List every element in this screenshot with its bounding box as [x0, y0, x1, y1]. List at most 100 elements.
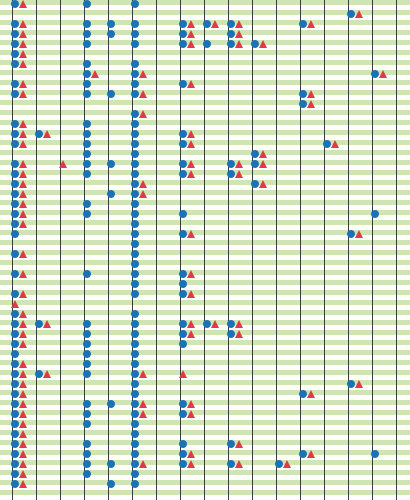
red-triangle-icon	[19, 270, 27, 278]
blue-circle-icon	[107, 90, 115, 98]
blue-circle-icon	[131, 280, 139, 288]
red-triangle-icon	[43, 320, 51, 328]
red-triangle-icon	[19, 0, 27, 8]
blue-circle-icon	[11, 450, 19, 458]
red-triangle-icon	[235, 40, 243, 48]
grid-row	[0, 409, 410, 419]
red-triangle-icon	[19, 20, 27, 28]
blue-circle-icon	[11, 460, 19, 468]
grid-row	[0, 109, 410, 119]
red-triangle-icon	[307, 390, 315, 398]
blue-circle-icon	[131, 170, 139, 178]
grid-row	[0, 269, 410, 279]
blue-circle-icon	[35, 320, 43, 328]
grid-row	[0, 39, 410, 49]
blue-circle-icon	[179, 320, 187, 328]
grid-row	[0, 329, 410, 339]
blue-circle-icon	[131, 150, 139, 158]
red-triangle-icon	[259, 40, 267, 48]
blue-circle-icon	[227, 440, 235, 448]
red-triangle-icon	[307, 90, 315, 98]
blue-circle-icon	[83, 400, 91, 408]
blue-circle-icon	[83, 320, 91, 328]
blue-circle-icon	[107, 190, 115, 198]
red-triangle-icon	[19, 390, 27, 398]
red-triangle-icon	[187, 80, 195, 88]
column-divider	[324, 0, 325, 500]
red-triangle-icon	[19, 170, 27, 178]
blue-circle-icon	[179, 30, 187, 38]
red-triangle-icon	[139, 410, 147, 418]
red-triangle-icon	[19, 220, 27, 228]
red-triangle-icon	[19, 120, 27, 128]
red-triangle-icon	[19, 290, 27, 298]
blue-circle-icon	[251, 150, 259, 158]
blue-circle-icon	[83, 450, 91, 458]
blue-circle-icon	[107, 460, 115, 468]
red-triangle-icon	[43, 370, 51, 378]
blue-circle-icon	[179, 280, 187, 288]
blue-circle-icon	[83, 460, 91, 468]
red-triangle-icon	[19, 330, 27, 338]
red-triangle-icon	[187, 410, 195, 418]
blue-circle-icon	[11, 200, 19, 208]
blue-circle-icon	[179, 20, 187, 28]
red-triangle-icon	[19, 450, 27, 458]
red-triangle-icon	[187, 130, 195, 138]
blue-circle-icon	[131, 80, 139, 88]
grid-row	[0, 219, 410, 229]
blue-circle-icon	[83, 30, 91, 38]
blue-circle-icon	[131, 480, 139, 488]
blue-circle-icon	[299, 90, 307, 98]
blue-circle-icon	[11, 230, 19, 238]
red-triangle-icon	[259, 160, 267, 168]
blue-circle-icon	[131, 140, 139, 148]
blue-circle-icon	[179, 40, 187, 48]
blue-circle-icon	[179, 340, 187, 348]
blue-circle-icon	[203, 40, 211, 48]
blue-circle-icon	[179, 230, 187, 238]
grid-row	[0, 239, 410, 249]
red-triangle-icon	[19, 90, 27, 98]
blue-circle-icon	[323, 140, 331, 148]
red-triangle-icon	[19, 180, 27, 188]
grid-row	[0, 299, 410, 309]
blue-circle-icon	[203, 320, 211, 328]
blue-circle-icon	[131, 260, 139, 268]
blue-circle-icon	[299, 390, 307, 398]
red-triangle-icon	[139, 180, 147, 188]
red-triangle-icon	[139, 370, 147, 378]
grid-row	[0, 249, 410, 259]
blue-circle-icon	[371, 210, 379, 218]
blue-circle-icon	[107, 480, 115, 488]
red-triangle-icon	[19, 190, 27, 198]
blue-circle-icon	[131, 430, 139, 438]
grid-row	[0, 79, 410, 89]
blue-circle-icon	[179, 330, 187, 338]
blue-circle-icon	[131, 340, 139, 348]
red-triangle-icon	[187, 230, 195, 238]
blue-circle-icon	[131, 420, 139, 428]
grid-row	[0, 389, 410, 399]
grid-row	[0, 319, 410, 329]
blue-circle-icon	[83, 90, 91, 98]
blue-circle-icon	[131, 450, 139, 458]
red-triangle-icon	[235, 330, 243, 338]
red-triangle-icon	[19, 480, 27, 488]
red-triangle-icon	[235, 460, 243, 468]
blue-circle-icon	[179, 410, 187, 418]
blue-circle-icon	[131, 380, 139, 388]
blue-circle-icon	[11, 130, 19, 138]
blue-circle-icon	[83, 470, 91, 478]
grid-row	[0, 379, 410, 389]
blue-circle-icon	[11, 340, 19, 348]
red-triangle-icon	[307, 100, 315, 108]
red-triangle-icon	[179, 370, 187, 378]
red-triangle-icon	[283, 460, 291, 468]
red-triangle-icon	[19, 60, 27, 68]
blue-circle-icon	[11, 40, 19, 48]
blue-circle-icon	[11, 160, 19, 168]
column-divider	[276, 0, 277, 500]
blue-circle-icon	[227, 170, 235, 178]
